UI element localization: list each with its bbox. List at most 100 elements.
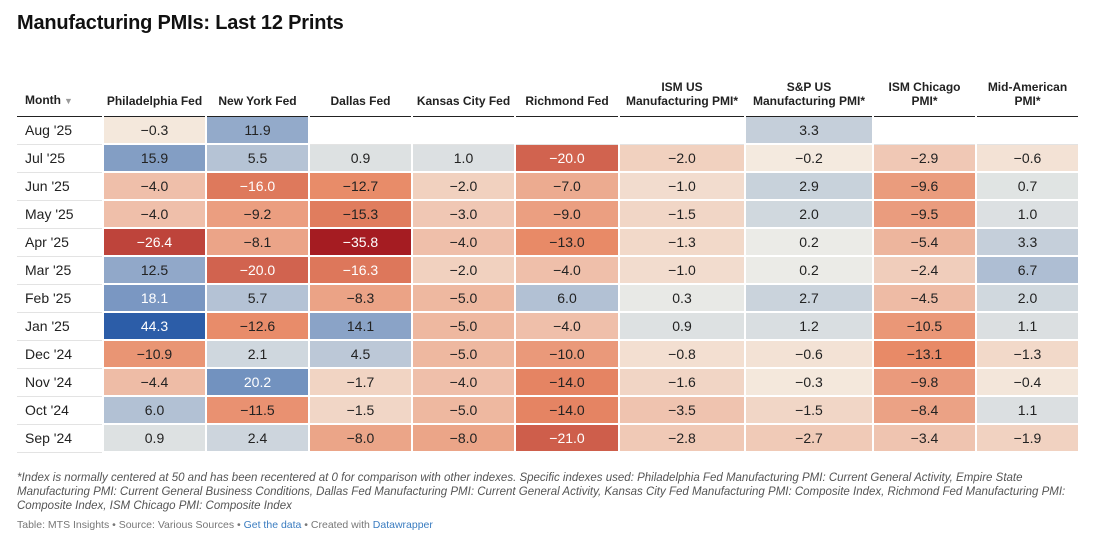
value-cell: −26.4 — [103, 228, 207, 257]
value-cell: −1.3 — [976, 340, 1080, 369]
column-header: Mid-American PMI* — [976, 62, 1079, 117]
value-cell: −4.0 — [412, 228, 516, 257]
table-row: Oct '24 6.0 −11.5 −1.5 −5.0 −14.0 −3.5 −1.5 −8.4… — [17, 396, 1080, 425]
value-cell: −1.5 — [745, 396, 874, 425]
value-cell: 14.1 — [309, 312, 413, 341]
value-cell: −2.8 — [619, 424, 746, 453]
month-column-header[interactable]: Month ▼ — [17, 62, 103, 117]
source-line: Table: MTS Insights • Source: Various So… — [17, 519, 433, 531]
value-cell: −9.8 — [873, 368, 977, 397]
table-body: Aug '25 −0.3 11.9 3.3 Jul '25 15.9 5.5 0.9 1.0 −2… — [17, 116, 1080, 453]
footnote: *Index is normally centered at 50 and ha… — [17, 472, 1066, 512]
month-cell: Nov '24 — [17, 368, 104, 397]
value-cell: −8.0 — [412, 424, 516, 453]
month-cell: Sep '24 — [17, 424, 104, 453]
month-cell: Jun '25 — [17, 172, 104, 201]
value-cell: −2.4 — [873, 256, 977, 285]
value-cell: −10.9 — [103, 340, 207, 369]
value-cell: −1.6 — [619, 368, 746, 397]
value-cell: −1.7 — [309, 368, 413, 397]
value-cell: 1.2 — [745, 312, 874, 341]
value-cell: −14.0 — [515, 396, 620, 425]
month-cell: May '25 — [17, 200, 104, 229]
month-cell: Jan '25 — [17, 312, 104, 341]
value-cell: 2.1 — [206, 340, 310, 369]
month-cell: Mar '25 — [17, 256, 104, 285]
value-cell: 0.9 — [309, 144, 413, 173]
value-cell: −0.3 — [745, 368, 874, 397]
value-cell: −4.0 — [103, 200, 207, 229]
value-cell: −1.3 — [619, 228, 746, 257]
value-cell: 18.1 — [103, 284, 207, 313]
value-cell: 1.1 — [976, 396, 1080, 425]
value-cell: −12.7 — [309, 172, 413, 201]
value-cell: 5.5 — [206, 144, 310, 173]
column-header: Philadelphia Fed — [103, 62, 206, 117]
value-cell: −15.3 — [309, 200, 413, 229]
value-cell: 2.0 — [976, 284, 1080, 313]
column-header: Dallas Fed — [309, 62, 412, 117]
value-cell: −3.0 — [412, 200, 516, 229]
month-cell: Aug '25 — [17, 116, 104, 145]
value-cell: −14.0 — [515, 368, 620, 397]
table-row: Jul '25 15.9 5.5 0.9 1.0 −20.0 −2.0 −0.2 −2.9 −0.… — [17, 144, 1080, 173]
value-cell: −16.0 — [206, 172, 310, 201]
value-cell: −0.4 — [976, 368, 1080, 397]
value-cell: −3.4 — [873, 424, 977, 453]
month-cell: Jul '25 — [17, 144, 104, 173]
header-row: Month ▼ Philadelphia Fed New York Fed Dal… — [17, 62, 1079, 117]
table-row: Mar '25 12.5 −20.0 −16.3 −2.0 −4.0 −1.0 0.2 −2.4… — [17, 256, 1080, 285]
value-cell: 0.7 — [976, 172, 1080, 201]
value-cell: 4.5 — [309, 340, 413, 369]
month-header-label: Month — [25, 93, 61, 107]
value-cell — [976, 116, 1080, 145]
table-row: Nov '24 −4.4 20.2 −1.7 −4.0 −14.0 −1.6 −0.3 −9.8… — [17, 368, 1080, 397]
value-cell: −10.5 — [873, 312, 977, 341]
get-data-link[interactable]: Get the data — [243, 519, 302, 531]
column-header: Richmond Fed — [515, 62, 619, 117]
value-cell: −20.0 — [515, 144, 620, 173]
value-cell: −7.0 — [515, 172, 620, 201]
value-cell: −1.0 — [619, 256, 746, 285]
created-with-text: • Created with — [301, 519, 373, 531]
value-cell: −1.5 — [309, 396, 413, 425]
value-cell: −12.6 — [206, 312, 310, 341]
value-cell: −0.8 — [619, 340, 746, 369]
value-cell: −16.3 — [309, 256, 413, 285]
value-cell: 0.9 — [619, 312, 746, 341]
table-row: Jan '25 44.3 −12.6 14.1 −5.0 −4.0 0.9 1.2 −10.5 1… — [17, 312, 1080, 341]
value-cell: 0.9 — [103, 424, 207, 453]
chart-title: Manufacturing PMIs: Last 12 Prints — [17, 12, 344, 34]
value-cell: −8.1 — [206, 228, 310, 257]
value-cell: −5.0 — [412, 340, 516, 369]
value-cell: 3.3 — [976, 228, 1080, 257]
month-cell: Feb '25 — [17, 284, 104, 313]
value-cell: −2.0 — [412, 172, 516, 201]
value-cell — [515, 116, 620, 145]
value-cell: 2.4 — [206, 424, 310, 453]
table-row: May '25 −4.0 −9.2 −15.3 −3.0 −9.0 −1.5 2.0 −9.5 1… — [17, 200, 1080, 229]
value-cell: −8.0 — [309, 424, 413, 453]
column-header: S&P US Manufacturing PMI* — [745, 62, 873, 117]
value-cell: −0.6 — [976, 144, 1080, 173]
value-cell: 2.0 — [745, 200, 874, 229]
value-cell: 11.9 — [206, 116, 310, 145]
value-cell: −9.2 — [206, 200, 310, 229]
value-cell: −5.4 — [873, 228, 977, 257]
column-header: New York Fed — [206, 62, 309, 117]
column-header: ISM Chicago PMI* — [873, 62, 976, 117]
value-cell: 2.9 — [745, 172, 874, 201]
value-cell: −4.4 — [103, 368, 207, 397]
value-cell: −8.3 — [309, 284, 413, 313]
value-cell: −5.0 — [412, 312, 516, 341]
sort-down-icon[interactable]: ▼ — [63, 96, 73, 106]
table-row: Sep '24 0.9 2.4 −8.0 −8.0 −21.0 −2.8 −2.7 −3.4 −1… — [17, 424, 1080, 453]
value-cell: 15.9 — [103, 144, 207, 173]
value-cell: 0.3 — [619, 284, 746, 313]
value-cell: −5.0 — [412, 396, 516, 425]
column-header: ISM US Manufacturing PMI* — [619, 62, 745, 117]
value-cell: −35.8 — [309, 228, 413, 257]
datawrapper-link[interactable]: Datawrapper — [372, 519, 433, 531]
value-cell: 1.0 — [976, 200, 1080, 229]
value-cell: −2.9 — [873, 144, 977, 173]
